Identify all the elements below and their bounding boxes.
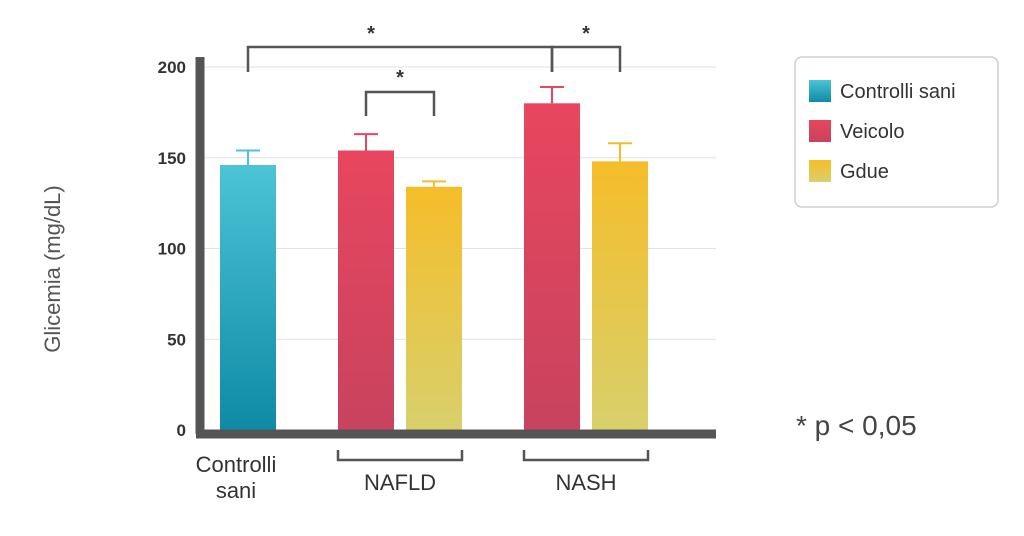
category-labels: Controlli sani NAFLD NASH [196,450,650,503]
y-tick-label: 150 [158,149,186,168]
y-tick-label: 100 [158,240,186,259]
error-bars [236,85,632,187]
category-label: NASH [555,470,616,495]
p-value-note: * p < 0,05 [796,410,917,441]
legend: Controlli sani Veicolo Gdue [794,56,999,208]
legend-swatch [809,80,831,102]
bar [592,161,648,430]
significance-brackets: * * * [246,23,622,116]
significance-bracket [550,45,622,72]
significance-star: * [582,23,590,45]
bar [220,165,276,430]
significance-bracket [364,90,436,116]
y-tick-label: 50 [167,330,186,349]
legend-label: Controlli sani [840,81,956,103]
category-label: Controlli sani [196,452,277,503]
significance-star: * [396,67,404,89]
legend-box [794,56,999,208]
bar [524,103,580,431]
y-tick-labels: 0 50 100 150 200 [158,58,186,440]
legend-swatch [809,120,831,142]
bars [220,103,648,431]
legend-label: Gdue [840,161,889,183]
y-tick-label: 200 [158,58,186,77]
y-axis-label: Glicemia (mg/dL) [40,185,65,352]
group-bracket [522,450,650,462]
bar [406,186,462,430]
axes [195,57,716,439]
legend-swatch [809,160,831,182]
significance-star: * [367,23,375,45]
category-label: NAFLD [364,470,436,495]
group-bracket [336,450,464,462]
bar [338,150,394,431]
legend-label: Veicolo [840,121,905,143]
y-tick-label: 0 [177,421,186,440]
